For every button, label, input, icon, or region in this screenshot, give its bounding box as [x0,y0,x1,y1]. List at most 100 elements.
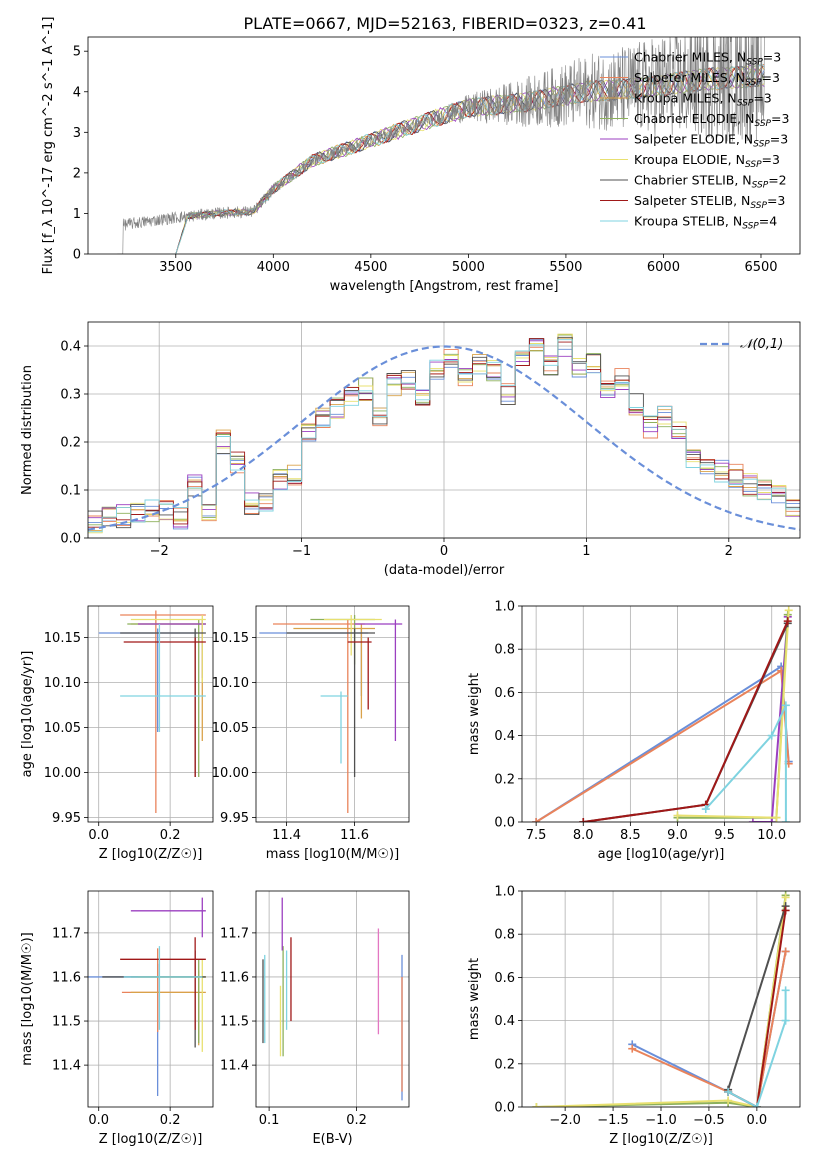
legend-label: Salpeter ELODIE, NSSP=3 [634,132,788,150]
spectrum-xlabel: wavelength [Angstrom, rest frame] [330,279,559,294]
weight_vs_Z-ylabel: mass weight [467,958,482,1040]
legend-label: Chabrier ELODIE, NSSP=3 [634,111,789,129]
spectrum-xtick-label: 6500 [744,260,777,275]
weight-line [535,669,790,822]
age_vs_mass-ytick-label: 10.10 [212,676,249,691]
axes-frame [255,890,410,1108]
age_vs_mass-plot-area [259,615,403,813]
age_vs_Z-ytick-label: 10.10 [44,676,81,691]
residual_hist-ytick-label: 0.3 [60,388,81,403]
residual_hist-xtick-label: −2 [150,544,169,559]
age_vs_mass-ytick-label: 10.15 [212,631,249,646]
residual_hist-ytick-label: 0.0 [60,532,81,547]
legend-label: Chabrier MILES, NSSP=3 [634,50,781,68]
weight_vs_Z-ytick-label: 0.2 [494,1057,515,1072]
weight_vs_Z-ytick-label: 0.6 [494,971,515,986]
legend-label: Kroupa ELODIE, NSSP=3 [634,152,780,170]
weight-marker [767,731,776,740]
weight-marker [772,813,781,822]
age_vs_Z-xlabel: Z [log10(Z/Z☉)] [99,847,203,862]
spectrum-ytick-label: 3 [73,126,81,141]
age_vs_mass-ytick-label: 10.05 [212,721,249,736]
weight_vs_age-xlabel: age [log10(age/yr)] [598,847,725,862]
weight_vs_age-ytick-label: 0.4 [494,729,515,744]
axes-frame [521,605,801,823]
residual-histogram-step [88,338,800,528]
weight_vs_age-xtick-label: 8.0 [573,828,594,843]
weight-marker [781,1016,790,1025]
weight-marker [532,818,541,822]
mass_vs_Z-ytick-label: 11.6 [52,970,81,985]
weight_vs_age-xtick-label: 9.0 [667,828,688,843]
weight_vs_Z-xtick-label: −2.0 [549,1113,581,1128]
age_vs_mass-xlabel: mass [log10(M/M☉)] [266,847,399,862]
age_vs_mass-ytick-label: 9.95 [220,811,249,826]
weight_vs_age-axes: 7.5 8.0 8.5 9.0 9.5 10.0 0.0 0.2 0.4 0.6 0.8 1.0 age… [467,600,801,862]
axes-frame [87,605,214,823]
spectrum-legend: Chabrier MILES, NSSP=3 Salpeter MILES, NS… [600,50,789,232]
mass_vs_ebv-xtick-label: 0.1 [259,1113,280,1128]
axes-frame [255,605,410,823]
spectrum-ytick-label: 0 [73,248,81,263]
spectrum-xtick-label: 5000 [452,260,485,275]
weight-line [752,616,789,822]
weight_vs_Z-plot-area [532,891,790,1107]
residual_hist-ytick-label: 0.2 [60,436,81,451]
legend-label: Chabrier STELIB, NSSP=2 [634,173,787,191]
residual_hist-xtick-label: 2 [725,544,733,559]
weight-line [583,620,789,822]
mass_vs_Z-xlabel: Z [log10(Z/Z☉)] [99,1132,203,1147]
axes-frame [87,321,801,539]
weight-marker [748,818,757,822]
mass_vs_Z-axes: 0.0 0.2 11.4 11.5 11.6 11.7 Z [log10(Z/Z☉)] mas… [20,890,214,1147]
residual_hist-xlabel: (data-model)/error [384,563,505,578]
weight-line [705,704,787,822]
weight_vs_age-ytick-label: 0.6 [494,686,515,701]
weight_vs_age-ytick-label: 0.2 [494,772,515,787]
age_vs_Z-plot-area [98,610,206,813]
axes-frame [87,36,801,255]
weight_vs_Z-axes: −2.0 −1.5 −1.0 −0.5 0.0 0.0 0.2 0.4 0.6 0.8 1.0 Z [… [467,885,801,1147]
weight_vs_age-plot-area [532,606,793,822]
age_vs_Z-xtick-label: 0.2 [160,828,181,843]
spectrum-xtick-label: 6000 [647,260,680,275]
spectrum-xtick-label: 3500 [159,260,192,275]
weight_vs_Z-ytick-label: 0.0 [494,1101,515,1116]
mass_vs_Z-xtick-label: 0.0 [88,1113,109,1128]
weight-marker [784,606,793,615]
weight-marker [752,1103,761,1107]
weight-marker [532,1103,541,1107]
age_vs_mass-xtick-label: 11.6 [340,828,369,843]
weight_vs_age-xtick-label: 9.5 [714,828,735,843]
age_vs_Z-ylabel: age [log10(age/yr)] [20,651,35,778]
weight-marker [781,947,790,956]
residual-histogram-step [88,339,800,533]
weight_vs_Z-xtick-label: −1.5 [597,1113,629,1128]
spectrum-plot-area [117,37,765,254]
weight-marker [673,811,682,820]
weight-marker [781,986,790,995]
mass_vs_ebv-xlabel: E(B-V) [312,1132,352,1147]
legend-label: Salpeter STELIB, NSSP=3 [634,193,785,211]
age_vs_Z-ytick-label: 10.05 [44,721,81,736]
weight-marker [783,617,792,626]
mass_vs_Z-ytick-label: 11.4 [52,1059,81,1074]
weight_vs_Z-xtick-label: 0.0 [747,1113,768,1128]
observed-spectrum-line [117,37,765,254]
weight-line [727,990,787,1107]
weight_vs_Z-ytick-label: 0.4 [494,1014,515,1029]
residual_hist-plot-area [88,333,800,534]
weight-marker [767,818,776,822]
age_vs_Z-axes: 0.0 0.2 9.95 10.00 10.05 10.10 10.15 Z [log10(Z… [20,605,214,862]
weight_vs_age-xtick-label: 10.0 [757,828,786,843]
axes-frame [87,890,214,1108]
legend-label: Kroupa STELIB, NSSP=4 [634,214,777,232]
residual_hist-ytick-label: 0.1 [60,484,81,499]
legend-label: Salpeter MILES, NSSP=3 [634,70,780,88]
weight_vs_Z-ytick-label: 1.0 [494,885,515,900]
mass_vs_ebv-axes: 0.1 0.2 11.4 11.5 11.6 11.7 E(B-V) [220,890,410,1147]
model-spectrum-line [175,65,765,254]
spectrum-xtick-label: 4000 [257,260,290,275]
weight-marker [781,906,790,915]
